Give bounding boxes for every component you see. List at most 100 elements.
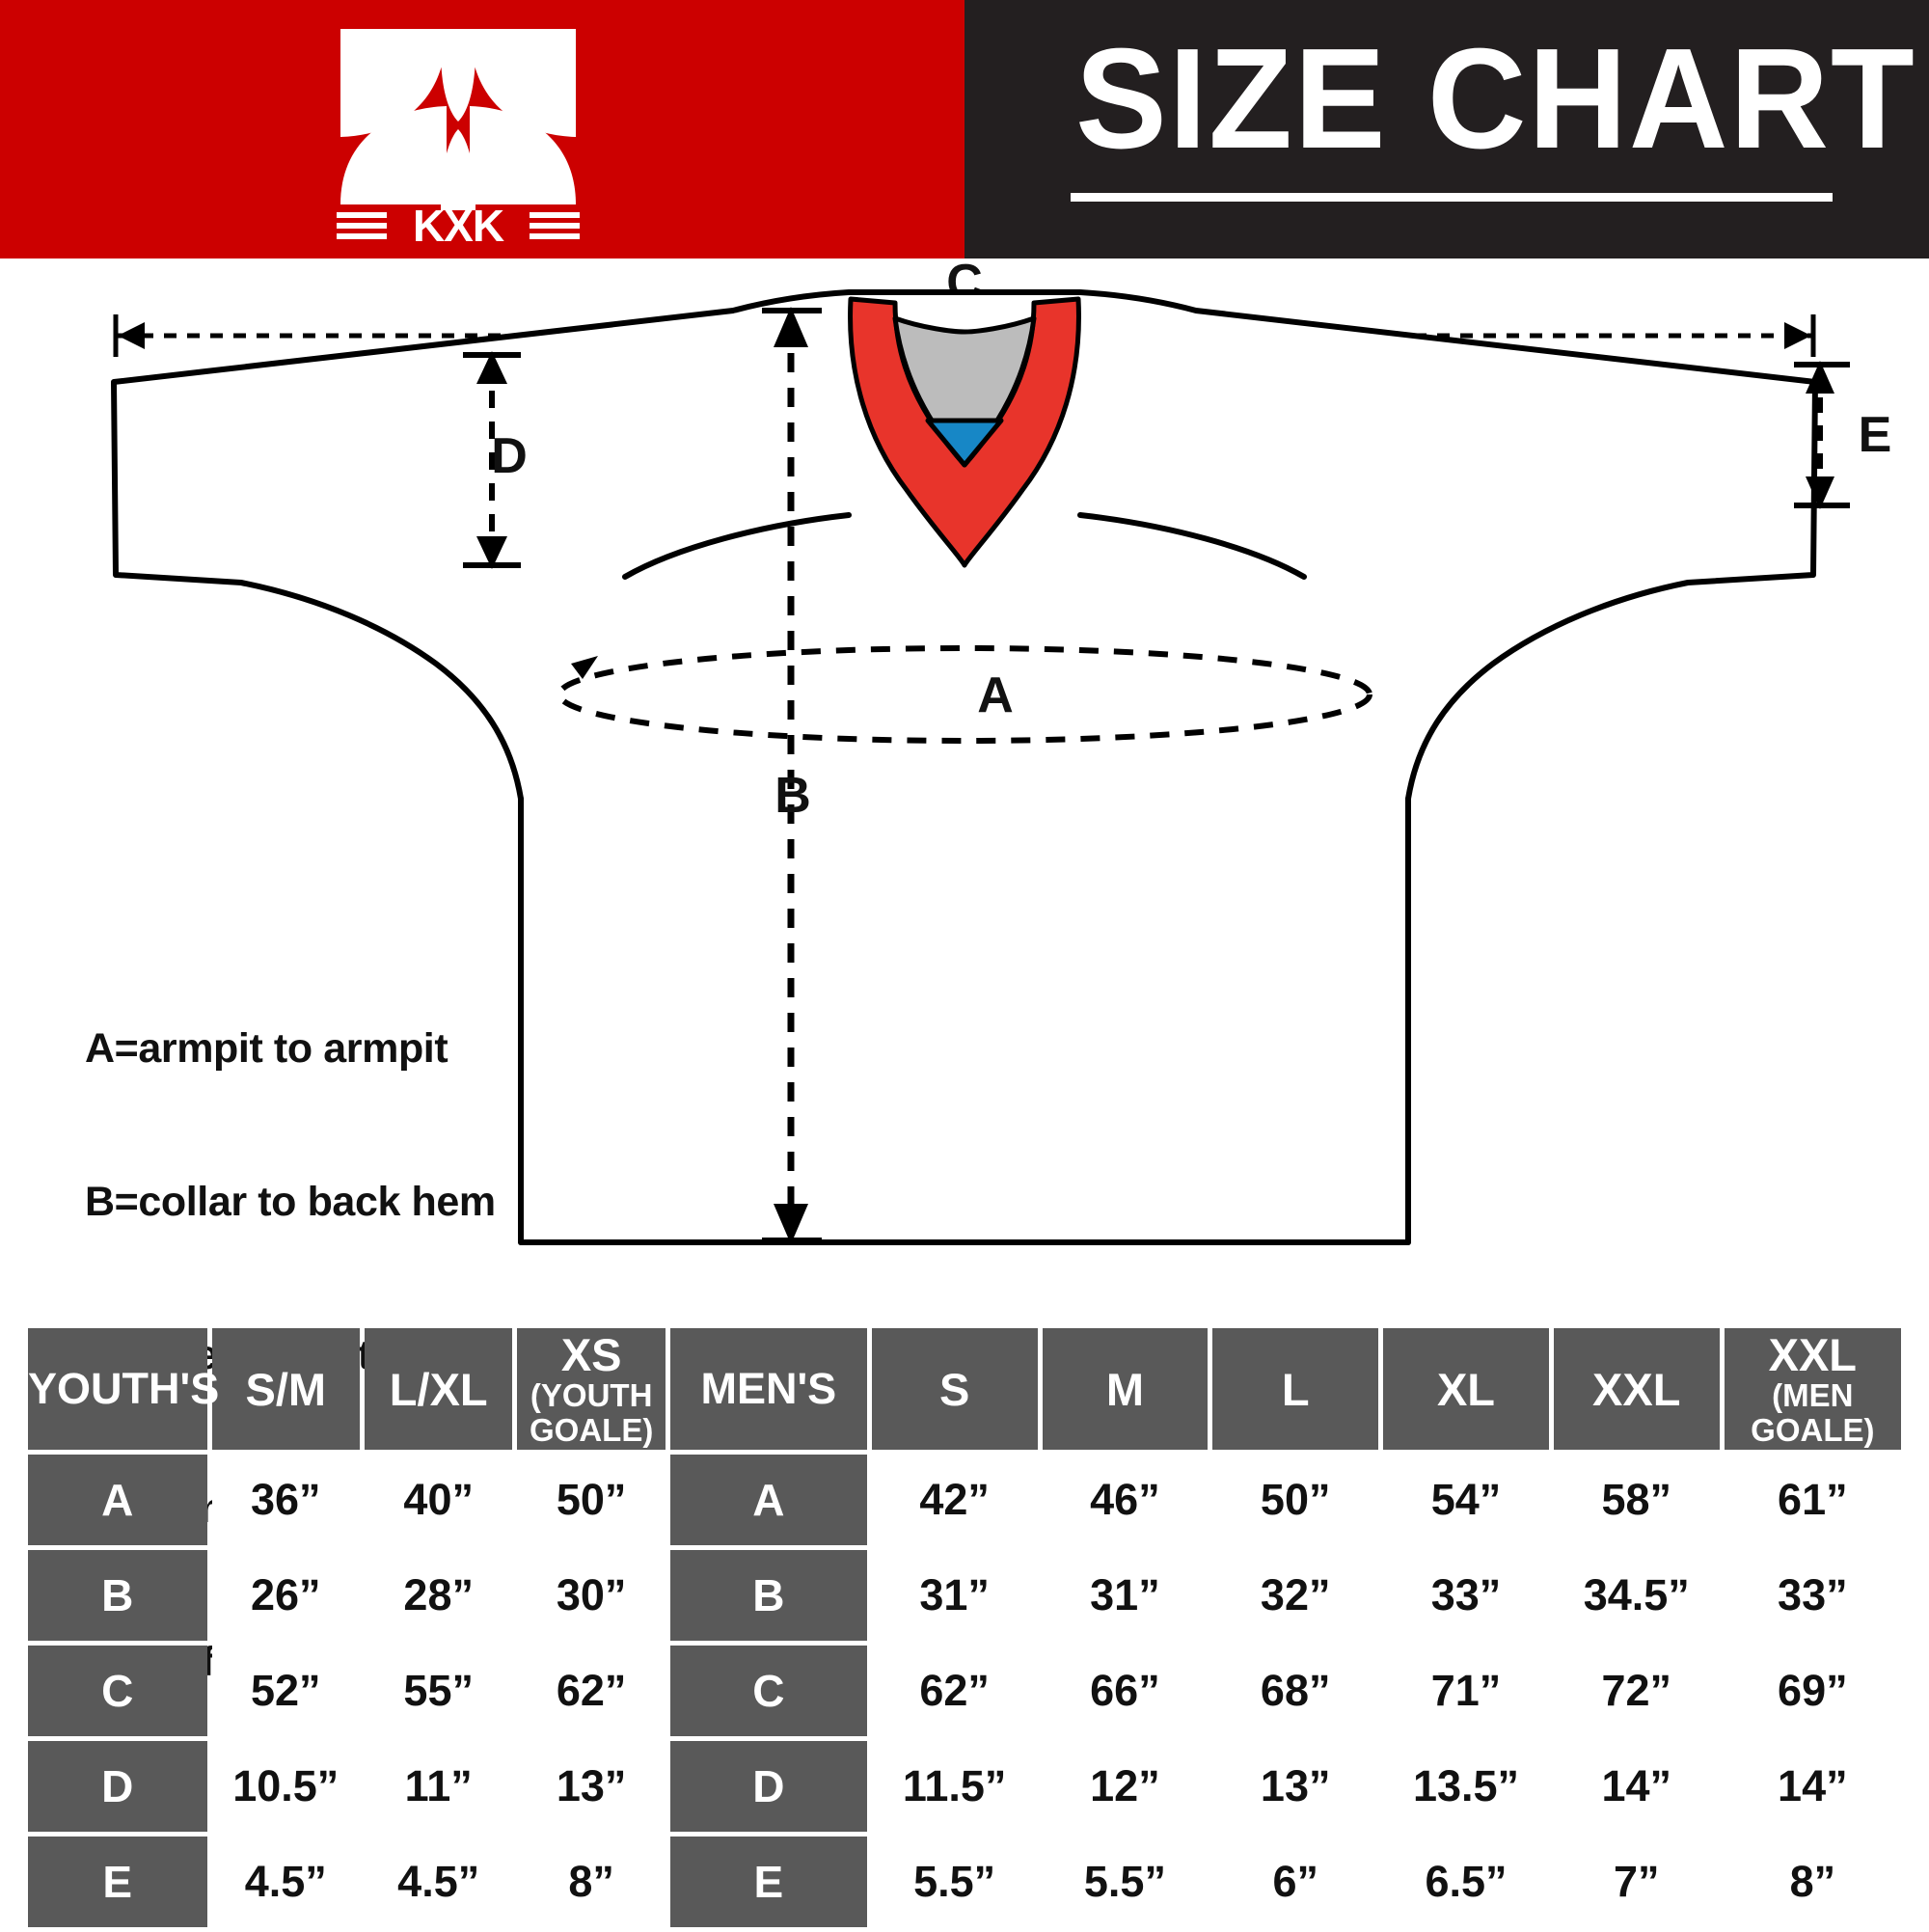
cell-a-mens-xxlg: 61” xyxy=(1724,1455,1901,1545)
header-mens: MEN'S xyxy=(669,1328,867,1450)
cell-a-mens-xl: 54” xyxy=(1383,1455,1549,1545)
table-row: D 10.5” 11” 13” D 11.5” 12” 13” 13.5” 14… xyxy=(28,1741,1901,1832)
measurement-label-b: B xyxy=(774,768,811,824)
cell-a-youth-xs: 50” xyxy=(517,1455,666,1545)
row-label-d-mens: D xyxy=(669,1741,867,1832)
cell-d-mens-xxl: 14” xyxy=(1553,1741,1720,1832)
header-mens-xxlg-main: XXL xyxy=(1768,1328,1858,1380)
legend-line-b: B=collar to back hem xyxy=(85,1179,496,1225)
collar-inner xyxy=(892,315,1037,468)
row-label-c-youth: C xyxy=(28,1646,207,1736)
row-label-d-youth: D xyxy=(28,1741,207,1832)
cell-b-youth-sm: 26” xyxy=(211,1550,360,1641)
brand-panel: KXK xyxy=(0,0,964,259)
cell-b-youth-lxl: 28” xyxy=(364,1550,513,1641)
size-table: YOUTH'S S/M L/XL XS (YOUTH GOALE) MEN'S … xyxy=(23,1323,1906,1932)
cell-a-mens-m: 46” xyxy=(1042,1455,1209,1545)
cell-e-mens-s: 5.5” xyxy=(871,1837,1038,1927)
header-mens-l-main: L xyxy=(1281,1363,1310,1415)
header-youth-xs-main: XS xyxy=(560,1328,622,1380)
cell-d-mens-s: 11.5” xyxy=(871,1741,1038,1832)
cell-c-youth-xs: 62” xyxy=(517,1646,666,1736)
title-panel: SIZE CHART xyxy=(964,0,1929,259)
page-header: KXK SIZE CHART xyxy=(0,0,1929,259)
title-underline xyxy=(1071,193,1833,202)
header-youth-xs-goalie: XS (YOUTH GOALE) xyxy=(517,1328,666,1450)
measurement-a xyxy=(557,645,1372,744)
cell-d-mens-xl: 13.5” xyxy=(1383,1741,1549,1832)
cell-c-mens-s: 62” xyxy=(871,1646,1038,1736)
cell-c-mens-xxl: 72” xyxy=(1553,1646,1720,1736)
row-label-a-mens: A xyxy=(669,1455,867,1545)
cell-c-mens-xxlg: 69” xyxy=(1724,1646,1901,1736)
measurement-label-e: E xyxy=(1859,407,1892,463)
kxk-logo-mark: KXK xyxy=(337,29,580,251)
measurement-label-a: A xyxy=(977,667,1014,723)
header-mens-s: S xyxy=(871,1328,1038,1450)
row-label-e-mens: E xyxy=(669,1837,867,1927)
size-table-container: YOUTH'S S/M L/XL XS (YOUTH GOALE) MEN'S … xyxy=(23,1323,1906,1932)
cell-e-youth-sm: 4.5” xyxy=(211,1837,360,1927)
cell-b-mens-xxlg: 33” xyxy=(1724,1550,1901,1641)
table-row: E 4.5” 4.5” 8” E 5.5” 5.5” 6” 6.5” 7” 8” xyxy=(28,1837,1901,1927)
cell-b-mens-m: 31” xyxy=(1042,1550,1209,1641)
cell-d-mens-m: 12” xyxy=(1042,1741,1209,1832)
header-mens-m-main: M xyxy=(1105,1363,1144,1415)
kxk-logo: KXK xyxy=(333,21,584,251)
header-mens-xxl: XXL xyxy=(1553,1328,1720,1450)
header-youth-lxl-main: L/XL xyxy=(389,1363,488,1415)
cell-e-mens-m: 5.5” xyxy=(1042,1837,1209,1927)
header-mens-xl: XL xyxy=(1383,1328,1549,1450)
svg-text:KXK: KXK xyxy=(413,201,504,243)
cell-e-mens-xxlg: 8” xyxy=(1724,1837,1901,1927)
cell-d-mens-l: 13” xyxy=(1212,1741,1379,1832)
cell-d-mens-xxlg: 14” xyxy=(1724,1741,1901,1832)
table-row: C 52” 55” 62” C 62” 66” 68” 71” 72” 69” xyxy=(28,1646,1901,1736)
cell-e-youth-xs: 8” xyxy=(517,1837,666,1927)
collar-accent xyxy=(925,418,1004,468)
measurement-c xyxy=(113,314,1816,357)
cell-c-youth-sm: 52” xyxy=(211,1646,360,1736)
measurement-b xyxy=(762,307,822,1244)
table-row: A 36” 40” 50” A 42” 46” 50” 54” 58” 61” xyxy=(28,1455,1901,1545)
cell-e-mens-xxl: 7” xyxy=(1553,1837,1720,1927)
cell-a-youth-lxl: 40” xyxy=(364,1455,513,1545)
header-youth-sm: S/M xyxy=(211,1328,360,1450)
cell-b-mens-s: 31” xyxy=(871,1550,1038,1641)
cell-c-youth-lxl: 55” xyxy=(364,1646,513,1736)
cell-a-mens-xxl: 58” xyxy=(1553,1455,1720,1545)
cell-c-mens-l: 68” xyxy=(1212,1646,1379,1736)
cell-b-mens-l: 32” xyxy=(1212,1550,1379,1641)
measurement-d xyxy=(463,351,521,569)
table-row: B 26” 28” 30” B 31” 31” 32” 33” 34.5” 33… xyxy=(28,1550,1901,1641)
jersey-collar xyxy=(848,296,1081,568)
cell-a-youth-sm: 36” xyxy=(211,1455,360,1545)
header-mens-l: L xyxy=(1212,1328,1379,1450)
header-youth-xs-sub: (YOUTH GOALE) xyxy=(530,1376,654,1448)
jersey-diagram: C D xyxy=(0,259,1929,1308)
row-label-b-mens: B xyxy=(669,1550,867,1641)
measurement-e xyxy=(1794,361,1850,509)
jersey-technical-svg: C D xyxy=(111,259,1892,1245)
header-youths: YOUTH'S xyxy=(28,1328,219,1450)
table-header-row: YOUTH'S S/M L/XL XS (YOUTH GOALE) MEN'S … xyxy=(28,1328,1901,1450)
legend-line-a: A=armpit to armpit xyxy=(85,1025,448,1072)
cell-b-mens-xxl: 34.5” xyxy=(1553,1550,1720,1641)
cell-a-mens-s: 42” xyxy=(871,1455,1038,1545)
cell-d-youth-lxl: 11” xyxy=(364,1741,513,1832)
cell-e-mens-xl: 6.5” xyxy=(1383,1837,1549,1927)
cell-b-mens-xl: 33” xyxy=(1383,1550,1549,1641)
cell-b-youth-xs: 30” xyxy=(517,1550,666,1641)
cell-e-mens-l: 6” xyxy=(1212,1837,1379,1927)
row-label-e-youth: E xyxy=(28,1837,207,1927)
cell-d-youth-sm: 10.5” xyxy=(211,1741,360,1832)
row-label-c-mens: C xyxy=(669,1646,867,1736)
header-mens-xxlg-sub: (MEN GOALE) xyxy=(1751,1376,1875,1448)
measurement-label-d: D xyxy=(491,428,528,484)
header-mens-xl-main: XL xyxy=(1436,1363,1496,1415)
header-youth-sm-main: S/M xyxy=(245,1363,327,1415)
row-label-a-youth: A xyxy=(28,1455,207,1545)
cell-c-mens-m: 66” xyxy=(1042,1646,1209,1736)
cell-d-youth-xs: 13” xyxy=(517,1741,666,1832)
cell-c-mens-xl: 71” xyxy=(1383,1646,1549,1736)
